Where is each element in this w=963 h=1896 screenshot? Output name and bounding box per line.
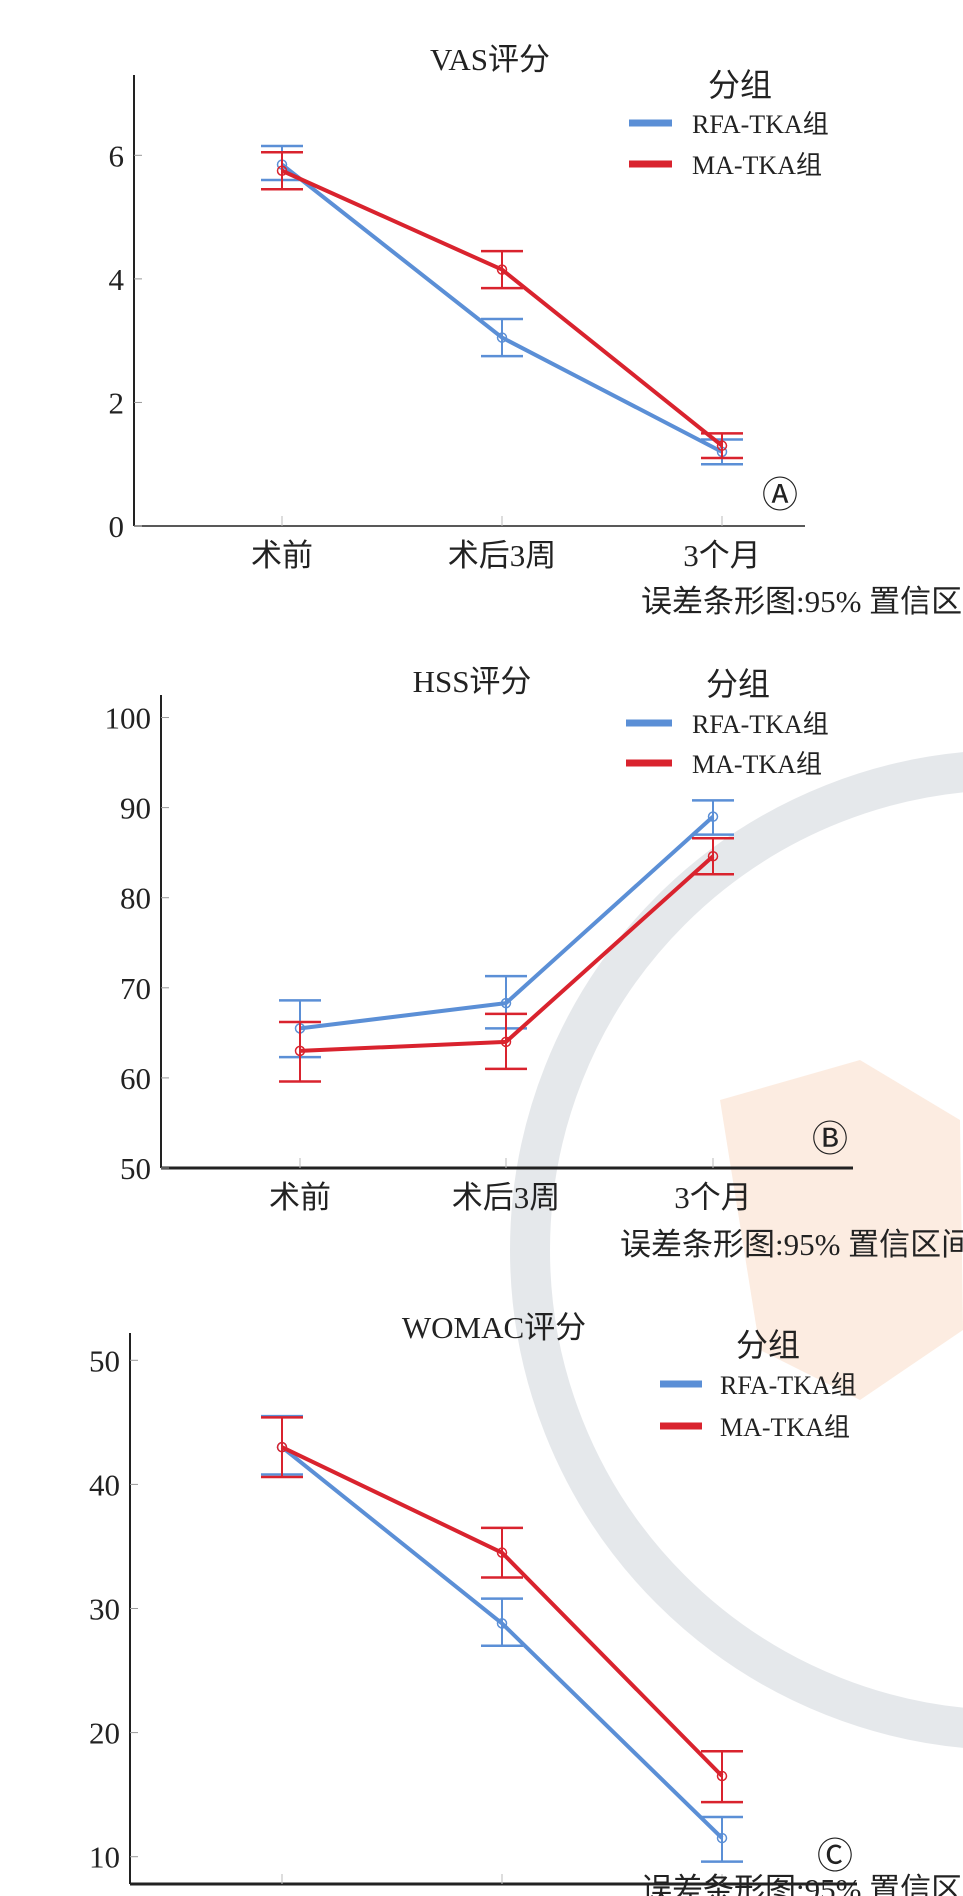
x-tick-label: 术后3周 (448, 538, 557, 573)
error-bar-footnote: 误差条形图:95% 置信区间 (641, 584, 963, 619)
watermark-map (720, 1060, 963, 1400)
panel-label: Ⓐ (762, 475, 798, 515)
error-bar-footnote: 误差条形图:95% 置信区间 (620, 1227, 963, 1262)
x-tick-label: 术前 (251, 538, 313, 573)
y-tick-label: 60 (120, 1061, 151, 1096)
panel-label: Ⓑ (812, 1119, 848, 1159)
y-tick-label: 10 (89, 1840, 120, 1875)
legend-label-0: RFA-TKA组 (692, 110, 829, 139)
legend-label-1: MA-TKA组 (720, 1413, 850, 1442)
legend-title: 分组 (736, 1327, 800, 1363)
chart-title: HSS评分 (413, 664, 532, 699)
data-point (707, 811, 719, 822)
y-tick-label: 70 (120, 971, 151, 1006)
data-point (707, 851, 719, 862)
y-tick-label: 0 (109, 509, 125, 544)
x-tick-label: 术后3周 (452, 1180, 561, 1215)
legend-title: 分组 (708, 67, 772, 103)
chart-title: WOMAC评分 (402, 1310, 586, 1345)
x-tick-label: 3个月 (683, 538, 761, 573)
legend-label-0: RFA-TKA组 (692, 710, 829, 739)
error-bar-footnote: 误差条形图:95% 置信区间 (641, 1872, 963, 1896)
x-tick-label: 3个月 (674, 1180, 752, 1215)
data-point (500, 1036, 512, 1048)
series-line-0 (280, 163, 723, 454)
legend-title: 分组 (706, 666, 770, 702)
y-tick-label: 50 (89, 1343, 120, 1378)
data-point (716, 440, 728, 451)
y-tick-label: 90 (120, 791, 151, 826)
legend-label-0: RFA-TKA组 (720, 1371, 857, 1400)
y-tick-label: 100 (105, 701, 152, 736)
legend-label-1: MA-TKA组 (692, 151, 822, 180)
data-point (496, 1618, 508, 1629)
chart-panel-1: 50 60 70 80 90 100 术前 术后3周 3个月 HSS评分 分组 Ⓑ 误差条形图:95% … (105, 664, 963, 1262)
data-point (500, 997, 512, 1009)
chart-title: VAS评分 (430, 42, 550, 77)
series-line-1 (281, 168, 724, 448)
data-point (496, 264, 508, 275)
y-tick-label: 6 (109, 138, 125, 173)
watermark (510, 752, 963, 1748)
y-tick-label: 40 (89, 1467, 120, 1502)
y-tick-label: 20 (89, 1716, 120, 1751)
data-point (294, 1045, 306, 1057)
data-point (716, 1770, 728, 1782)
y-tick-label: 4 (109, 262, 125, 297)
data-point (716, 1832, 728, 1844)
y-tick-label: 30 (89, 1592, 120, 1627)
watermark-seal (510, 752, 963, 1748)
data-point (276, 165, 288, 177)
data-point (496, 1547, 508, 1558)
y-tick-label: 80 (120, 881, 151, 916)
legend-label-1: MA-TKA组 (692, 750, 822, 779)
data-point (276, 1441, 288, 1453)
x-tick-label: 术前 (269, 1180, 331, 1215)
chart-panel-2: 1020304050术前术后3周3个月WOMAC评分分组Ⓒ误差条形图:95% 置… (89, 1310, 963, 1896)
data-point (496, 332, 508, 343)
y-tick-label: 50 (120, 1151, 151, 1186)
y-tick-label: 2 (109, 385, 125, 420)
panel-label: Ⓒ (817, 1836, 853, 1876)
